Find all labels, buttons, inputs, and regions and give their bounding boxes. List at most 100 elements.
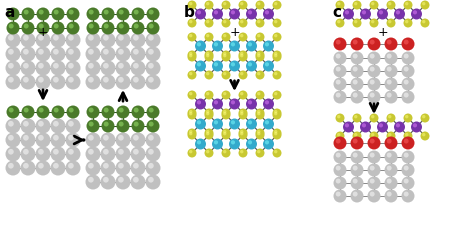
Circle shape <box>131 120 145 133</box>
Circle shape <box>188 148 197 158</box>
Circle shape <box>134 122 139 126</box>
Circle shape <box>229 118 240 130</box>
Circle shape <box>345 10 349 14</box>
Circle shape <box>257 150 260 153</box>
Circle shape <box>51 46 65 62</box>
Circle shape <box>337 133 340 136</box>
Circle shape <box>221 0 230 9</box>
Circle shape <box>274 132 277 135</box>
Circle shape <box>334 150 346 164</box>
Circle shape <box>255 71 264 79</box>
Circle shape <box>134 108 139 112</box>
Circle shape <box>334 177 346 190</box>
Circle shape <box>229 98 240 109</box>
Circle shape <box>384 190 398 202</box>
Circle shape <box>214 120 218 124</box>
Circle shape <box>229 8 240 19</box>
Circle shape <box>118 108 124 112</box>
Circle shape <box>36 33 51 47</box>
Circle shape <box>65 161 81 175</box>
Circle shape <box>422 115 426 118</box>
Circle shape <box>223 92 227 95</box>
Circle shape <box>85 147 100 161</box>
Circle shape <box>240 130 244 133</box>
Circle shape <box>404 80 409 85</box>
Circle shape <box>131 106 145 118</box>
Circle shape <box>53 77 59 83</box>
Circle shape <box>388 2 392 5</box>
Circle shape <box>371 115 374 118</box>
Circle shape <box>52 8 64 21</box>
Circle shape <box>8 135 14 141</box>
Circle shape <box>188 71 197 79</box>
Circle shape <box>229 41 240 52</box>
Circle shape <box>89 122 94 126</box>
Circle shape <box>189 52 192 55</box>
Circle shape <box>189 110 192 113</box>
Circle shape <box>23 35 29 41</box>
Circle shape <box>38 163 44 169</box>
Circle shape <box>240 54 244 57</box>
Circle shape <box>413 10 417 14</box>
Circle shape <box>257 92 260 95</box>
Circle shape <box>350 177 364 190</box>
Circle shape <box>379 10 383 14</box>
Text: +: + <box>229 27 240 39</box>
Circle shape <box>263 41 274 52</box>
Circle shape <box>53 149 59 155</box>
Circle shape <box>36 118 51 134</box>
Circle shape <box>221 148 230 158</box>
Circle shape <box>188 33 197 41</box>
Circle shape <box>350 164 364 177</box>
Circle shape <box>101 106 115 118</box>
Circle shape <box>206 112 210 115</box>
Circle shape <box>246 139 257 150</box>
Circle shape <box>148 35 154 41</box>
Circle shape <box>130 174 146 190</box>
Circle shape <box>231 10 235 14</box>
Circle shape <box>206 20 210 23</box>
Circle shape <box>85 161 100 175</box>
Circle shape <box>263 60 274 71</box>
Circle shape <box>353 0 362 9</box>
Circle shape <box>104 122 109 126</box>
Circle shape <box>85 74 100 90</box>
Circle shape <box>133 49 139 55</box>
Circle shape <box>240 20 244 23</box>
Circle shape <box>134 24 139 29</box>
Circle shape <box>274 130 277 133</box>
Circle shape <box>274 110 277 113</box>
Circle shape <box>221 131 230 139</box>
Circle shape <box>117 106 129 118</box>
Circle shape <box>370 19 379 27</box>
Circle shape <box>274 52 277 55</box>
Circle shape <box>69 108 73 112</box>
Circle shape <box>51 33 65 47</box>
Circle shape <box>334 90 346 104</box>
Circle shape <box>336 19 345 27</box>
Circle shape <box>206 54 210 57</box>
Circle shape <box>88 49 94 55</box>
Circle shape <box>255 109 264 117</box>
Circle shape <box>189 112 192 115</box>
Circle shape <box>118 135 124 141</box>
Circle shape <box>388 115 392 118</box>
Circle shape <box>401 150 414 164</box>
Circle shape <box>146 133 161 147</box>
Circle shape <box>411 122 422 133</box>
Circle shape <box>197 10 201 14</box>
Circle shape <box>334 190 346 202</box>
Circle shape <box>24 10 28 14</box>
Circle shape <box>265 140 269 144</box>
Circle shape <box>223 20 227 23</box>
Circle shape <box>223 2 227 5</box>
Circle shape <box>36 60 51 76</box>
Circle shape <box>69 10 73 14</box>
Circle shape <box>118 24 124 29</box>
Circle shape <box>53 121 59 127</box>
Circle shape <box>39 10 44 14</box>
Circle shape <box>420 0 429 9</box>
Circle shape <box>148 49 154 55</box>
Circle shape <box>133 177 139 183</box>
Circle shape <box>353 139 358 144</box>
